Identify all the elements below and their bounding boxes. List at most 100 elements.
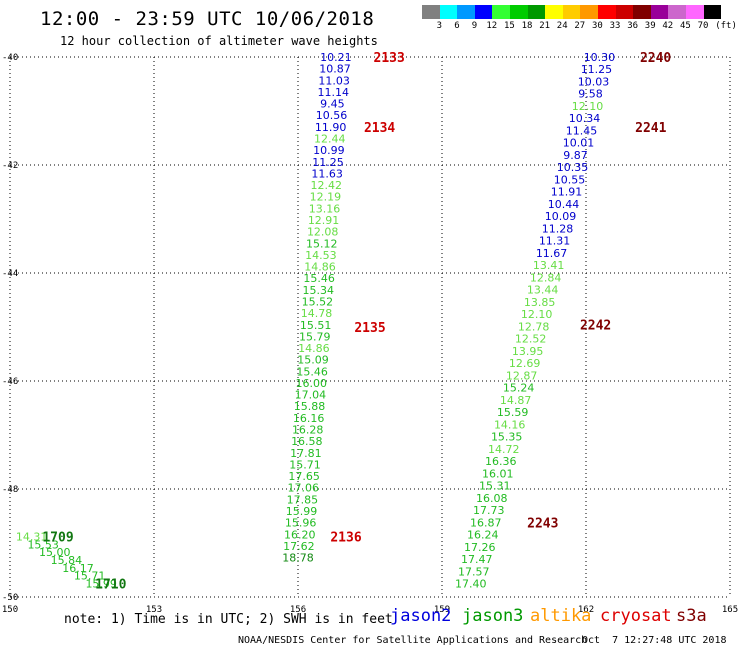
wave-height-value: 15.88 xyxy=(294,400,326,413)
wave-height-value: 16.01 xyxy=(482,467,514,480)
wave-height-value: 15.09 xyxy=(297,354,329,367)
legend-label: 42 xyxy=(662,21,674,31)
wave-height-value: 11.14 xyxy=(318,86,350,99)
wave-height-value: 16.17 xyxy=(62,562,94,575)
wave-height-value: 12.91 xyxy=(308,214,340,227)
wave-height-value: 17.85 xyxy=(287,493,319,506)
y-tick-label: -48 xyxy=(2,485,18,495)
legend-label: 12 xyxy=(486,21,498,31)
wave-height-value: 16.00 xyxy=(295,377,327,390)
legend-swatch xyxy=(422,5,440,19)
wave-height-value: 15.46 xyxy=(296,365,328,378)
wave-height-value: 11.03 xyxy=(318,74,350,87)
wave-height-value: 15.53 xyxy=(27,538,59,551)
wave-height-value: 13.41 xyxy=(533,259,565,272)
wave-height-value: 13.95 xyxy=(512,345,544,358)
wave-height-value: 11.25 xyxy=(581,63,613,76)
wave-height-value: 11.25 xyxy=(312,156,344,169)
wave-height-value: 15.52 xyxy=(302,295,334,308)
wave-height-value: 12.87 xyxy=(506,369,538,382)
wave-height-value: 13.16 xyxy=(309,202,341,215)
wave-height-value: 10.01 xyxy=(563,137,595,150)
wave-height-value: 16.58 xyxy=(291,435,323,448)
legend-swatch xyxy=(597,5,616,19)
wave-height-value: 17.06 xyxy=(288,482,320,495)
x-tick-label: 165 xyxy=(722,605,738,615)
wave-height-value: 9.58 xyxy=(578,88,603,101)
wave-height-value: 15.79 xyxy=(299,330,331,343)
pass-time-label: 2134 xyxy=(364,121,395,136)
wave-height-value: 15.31 xyxy=(479,480,511,493)
wave-height-value: 18.78 xyxy=(282,552,314,565)
satellite-jason2: jason2 xyxy=(390,606,452,626)
wave-height-value: 11.45 xyxy=(566,124,598,137)
wave-height-value: 11.67 xyxy=(536,247,568,260)
wave-height-points: 10.2110.8711.0311.149.4510.5611.9012.441… xyxy=(16,51,615,591)
wave-height-value: 16.28 xyxy=(292,424,324,437)
wave-height-value: 12.52 xyxy=(515,333,547,346)
satellite-jason3: jason3 xyxy=(462,606,524,626)
y-tick-label: -42 xyxy=(2,161,18,171)
legend-swatch xyxy=(562,5,581,19)
legend-swatch xyxy=(615,5,634,19)
legend-label: 9 xyxy=(471,21,478,31)
legend-swatch xyxy=(457,5,475,19)
chart-title: 12:00 - 23:59 UTC 10/06/2018 xyxy=(40,8,375,30)
wave-height-value: 10.55 xyxy=(554,173,586,186)
wave-height-value: 14.78 xyxy=(301,307,333,320)
legend-swatch xyxy=(545,5,563,19)
time-labels: 2133 2134 2135 2136 2240 2241 2242 2243 1709 1710 xyxy=(42,51,671,593)
wave-height-value: 11.31 xyxy=(539,235,571,248)
wave-height-value: 9.87 xyxy=(563,149,588,162)
satellite-cryosat: cryosat xyxy=(600,606,672,626)
pass-time-label: 2242 xyxy=(580,318,611,333)
legend-swatch xyxy=(492,5,510,19)
y-tick-label: -50 xyxy=(2,593,18,603)
pass-time-label: 1710 xyxy=(95,578,126,593)
legend-label: 6 xyxy=(454,21,460,31)
pass-time-label: 1709 xyxy=(42,531,73,546)
legend-label: 21 xyxy=(539,21,551,31)
satellite-altika: altika xyxy=(530,606,592,626)
legend-swatch xyxy=(439,5,458,19)
wave-height-value: 15.24 xyxy=(503,382,535,395)
legend-swatch xyxy=(685,5,704,19)
wave-height-value: 9.45 xyxy=(320,98,345,111)
pass-time-label: 2135 xyxy=(354,321,385,336)
wave-height-value: 12.19 xyxy=(310,191,342,204)
wave-height-value: 16.08 xyxy=(476,492,508,505)
wave-height-value: 10.09 xyxy=(545,210,577,223)
wave-height-value: 14.72 xyxy=(488,443,520,456)
legend-unit: (ft) xyxy=(715,21,737,31)
pass-time-label: 2241 xyxy=(635,121,666,136)
wave-height-value: 12.69 xyxy=(509,357,541,370)
legend-label: 30 xyxy=(592,21,603,31)
wave-height-value: 16.87 xyxy=(470,516,502,529)
wave-height-value: 15.71 xyxy=(74,570,106,583)
chart-subtitle: 12 hour collection of altimeter wave hei… xyxy=(60,34,378,48)
legend-swatch xyxy=(633,5,651,19)
legend-label: 27 xyxy=(574,21,586,31)
wave-height-value: 13.44 xyxy=(527,284,559,297)
legend-label: 36 xyxy=(627,21,639,31)
axis-ticks: 150 153 156 159 162 165 -40 -42 -44 -46 -48 -50 xyxy=(2,53,738,615)
footer-note: note: 1) Time is in UTC; 2) SWH is in fe… xyxy=(64,612,393,627)
wave-height-value: 17.40 xyxy=(455,578,487,591)
y-tick-label: -44 xyxy=(2,269,18,279)
wave-height-value: 10.34 xyxy=(569,112,601,125)
wave-height-value: 12.42 xyxy=(310,179,342,192)
wave-height-value: 12.44 xyxy=(314,132,346,145)
wave-height-value: 11.90 xyxy=(315,121,347,134)
legend-label: 24 xyxy=(556,21,568,31)
pass-time-label: 2136 xyxy=(330,531,361,546)
wave-height-value: 17.57 xyxy=(458,565,490,578)
wave-height-value: 17.62 xyxy=(283,540,315,553)
wave-height-value: 14.86 xyxy=(298,342,330,355)
wave-height-value: 15.12 xyxy=(306,237,338,250)
wave-height-value: 16.16 xyxy=(293,412,325,425)
wave-height-value: 16.20 xyxy=(284,528,316,541)
wave-height-value: 11.63 xyxy=(311,167,343,180)
legend-swatch xyxy=(509,5,528,19)
legend-label: 45 xyxy=(680,21,691,31)
